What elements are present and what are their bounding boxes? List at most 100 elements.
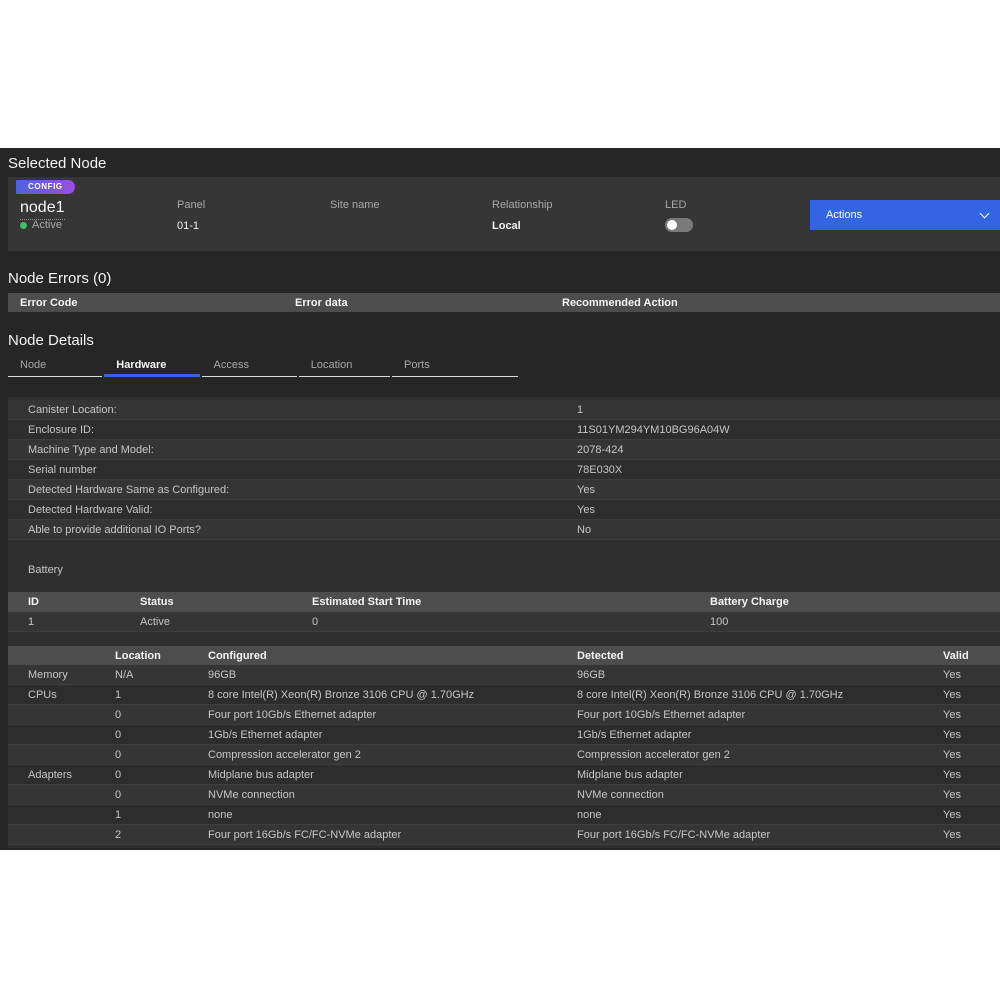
col-recommended-action: Recommended Action [562, 296, 678, 309]
field-relationship-label: Relationship [492, 199, 553, 211]
node-status: Active [20, 219, 62, 231]
component-detected: Four port 10Gb/s Ethernet adapter [577, 708, 746, 721]
component-configured: 96GB [208, 668, 237, 681]
component-configured: Midplane bus adapter [208, 768, 314, 781]
info-value: 2078-424 [577, 443, 624, 456]
component-location: 1 [115, 688, 122, 701]
component-detected: 8 core Intel(R) Xeon(R) Bronze 3106 CPU … [577, 688, 844, 701]
node-name: node1 [20, 199, 65, 220]
page-title: Selected Node [8, 155, 107, 172]
status-label: Active [32, 219, 62, 231]
component-configured: none [208, 808, 233, 821]
field-led-label: LED [665, 199, 687, 211]
component-row-memory: Memory N/A 96GB 96GB Yes [8, 665, 1000, 685]
component-row-adapter: 0 Compression accelerator gen 2 Compress… [8, 745, 1000, 765]
component-location: 0 [115, 788, 122, 801]
field-panel-value: 01-1 [177, 220, 200, 232]
tab-hardware[interactable]: Hardware [104, 356, 200, 377]
component-location: 0 [115, 728, 122, 741]
component-row-adapter: Adapters 0 Midplane bus adapter Midplane… [8, 765, 1000, 785]
component-detected: Compression accelerator gen 2 [577, 748, 730, 761]
col-error-code: Error Code [20, 296, 78, 309]
component-valid: Yes [943, 808, 961, 821]
component-configured: Four port 10Gb/s Ethernet adapter [208, 708, 377, 721]
component-detected: 96GB [577, 668, 606, 681]
component-group: Memory [28, 668, 68, 681]
component-detected: 1Gb/s Ethernet adapter [577, 728, 692, 741]
info-value: Yes [577, 503, 595, 516]
field-site-name-label: Site name [330, 199, 380, 211]
led-toggle-knob [667, 220, 677, 230]
info-value: Yes [577, 483, 595, 496]
info-label: Able to provide additional IO Ports? [28, 523, 202, 536]
actions-button-label: Actions [826, 209, 863, 221]
component-location: 0 [115, 748, 122, 761]
col-battery-charge: Battery Charge [710, 596, 789, 608]
info-label: Machine Type and Model: [28, 443, 154, 456]
col-status: Status [140, 596, 174, 608]
component-row-adapter: 0 Four port 10Gb/s Ethernet adapter Four… [8, 705, 1000, 725]
component-row-adapter: 2 Four port 16Gb/s FC/FC-NVMe adapter Fo… [8, 825, 1000, 845]
led-toggle[interactable] [665, 218, 693, 232]
config-badge: CONFIG [16, 180, 75, 194]
tab-ports[interactable]: Ports [392, 356, 518, 377]
hardware-info-row: Enclosure ID: 11S01YM294YM10BG96A04W [8, 420, 1000, 440]
tab-access[interactable]: Access [201, 356, 297, 377]
component-location: N/A [115, 668, 134, 681]
col-location: Location [115, 649, 161, 662]
component-detected: Midplane bus adapter [577, 768, 683, 781]
component-group-adapters: Adapters [28, 768, 73, 781]
component-configured: 8 core Intel(R) Xeon(R) Bronze 3106 CPU … [208, 688, 475, 701]
battery-section-label: Battery [28, 564, 63, 576]
field-site-name: Site name [330, 199, 380, 220]
hardware-info-row: Detected Hardware Same as Configured: Ye… [8, 480, 1000, 500]
col-estimated-start-time: Estimated Start Time [312, 596, 422, 608]
battery-charge: 100 [710, 615, 729, 628]
component-row-adapter: 0 NVMe connection NVMe connection Yes [8, 785, 1000, 805]
field-relationship: Relationship Local [492, 199, 553, 232]
info-value: No [577, 523, 592, 536]
hardware-info-row: Machine Type and Model: 2078-424 [8, 440, 1000, 460]
info-label: Enclosure ID: [28, 423, 95, 436]
hardware-info-row: Canister Location: 1 [8, 400, 1000, 420]
info-label: Serial number [28, 463, 97, 476]
status-dot-icon [20, 221, 27, 229]
hardware-info-row: Serial number 78E030X [8, 460, 1000, 480]
col-configured: Configured [208, 649, 267, 662]
components-header-row: Location Configured Detected Valid [8, 646, 1000, 665]
component-valid: Yes [943, 748, 961, 761]
battery-id: 1 [28, 615, 35, 628]
node-errors-title: Node Errors (0) [8, 270, 112, 287]
col-detected: Detected [577, 649, 624, 662]
tab-location[interactable]: Location [298, 356, 391, 377]
component-valid: Yes [943, 668, 961, 681]
field-relationship-value: Local [492, 220, 521, 232]
hardware-info-row: Detected Hardware Valid: Yes [8, 500, 1000, 520]
main-panel: Selected Node CONFIG node1 Active Panel … [0, 148, 1000, 850]
battery-row: 1 Active 0 100 [8, 612, 1000, 632]
component-detected: NVMe connection [577, 788, 664, 801]
component-detected: Four port 16Gb/s FC/FC-NVMe adapter [577, 828, 771, 841]
component-row-adapter: 0 1Gb/s Ethernet adapter 1Gb/s Ethernet … [8, 725, 1000, 745]
component-group: CPUs [28, 688, 57, 701]
component-location: 1 [115, 808, 122, 821]
info-label: Detected Hardware Valid: [28, 503, 153, 516]
component-valid: Yes [943, 728, 961, 741]
hardware-tab-panel: Canister Location: 1 Enclosure ID: 11S01… [8, 397, 1000, 848]
component-configured: 1Gb/s Ethernet adapter [208, 728, 323, 741]
node-details-tabs: Node Hardware Access Location Ports [8, 356, 518, 377]
field-led: LED [665, 199, 693, 232]
component-configured: Four port 16Gb/s FC/FC-NVMe adapter [208, 828, 402, 841]
info-label: Canister Location: [28, 403, 117, 416]
field-panel-label: Panel [177, 199, 206, 211]
component-valid: Yes [943, 708, 961, 721]
info-label: Detected Hardware Same as Configured: [28, 483, 230, 496]
actions-button[interactable]: Actions [810, 200, 1000, 230]
battery-estimated-start-time: 0 [312, 615, 319, 628]
component-location: 0 [115, 708, 122, 721]
battery-header-row: ID Status Estimated Start Time Battery C… [8, 592, 1000, 612]
component-valid: Yes [943, 688, 961, 701]
tab-node[interactable]: Node [8, 356, 103, 377]
info-value: 11S01YM294YM10BG96A04W [577, 423, 730, 436]
